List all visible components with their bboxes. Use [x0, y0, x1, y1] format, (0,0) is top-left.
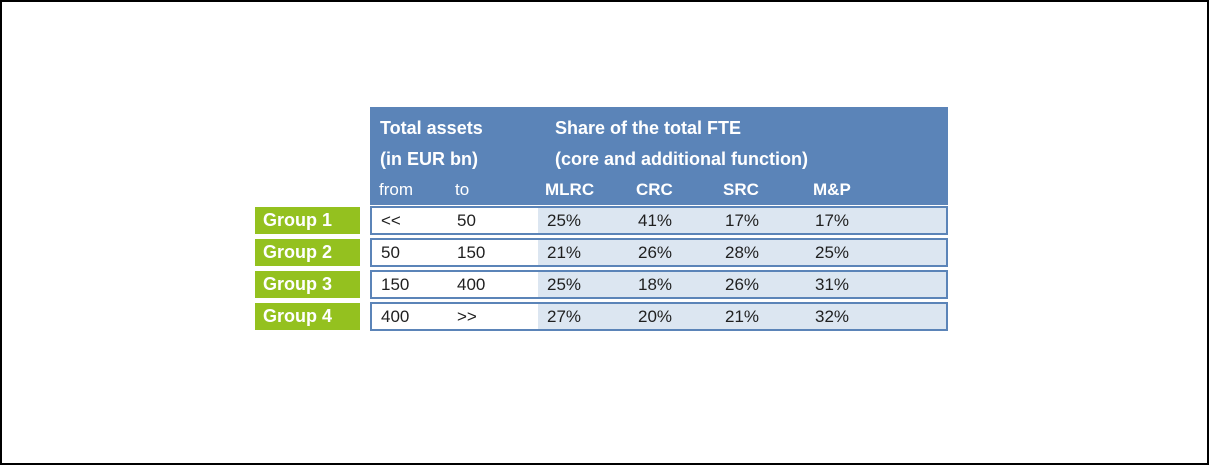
table-row: Group 3 150 400 25% 18% 26% 31% — [255, 270, 948, 299]
table-header-row: Total assets (in EUR bn) Share of the to… — [255, 107, 948, 205]
column-header-crc: CRC — [636, 180, 673, 199]
row-label-group-1: Group 1 — [255, 207, 360, 234]
cell-mp: 17% — [806, 208, 946, 233]
cell-mlrc: 27% — [538, 304, 629, 329]
table-row: Group 2 50 150 21% 26% 28% 25% — [255, 238, 948, 267]
assets-header-group: Total assets (in EUR bn) — [370, 113, 547, 175]
column-header-from: from — [379, 180, 413, 199]
row-cells: << 50 25% 41% 17% 17% — [370, 206, 948, 235]
fte-header-title: Share of the total FTE — [555, 118, 742, 138]
column-header-mp: M&P — [813, 180, 851, 199]
column-header-mlrc: MLRC — [545, 180, 595, 199]
fte-share-table: Total assets (in EUR bn) Share of the to… — [255, 107, 948, 331]
column-headers-row: from to MLRC CRC SRC M&P — [370, 175, 948, 205]
cell-src: 28% — [716, 240, 806, 265]
cell-crc: 26% — [629, 240, 716, 265]
cell-src: 26% — [716, 272, 806, 297]
label-column-spacer — [255, 107, 370, 205]
cell-crc: 18% — [629, 272, 716, 297]
cell-mlrc: 25% — [538, 272, 629, 297]
cell-to: >> — [448, 304, 538, 329]
cell-mlrc: 25% — [538, 208, 629, 233]
row-cells: 50 150 21% 26% 28% 25% — [370, 238, 948, 267]
cell-from: 150 — [372, 272, 448, 297]
cell-mp: 25% — [806, 240, 946, 265]
header-titles: Total assets (in EUR bn) Share of the to… — [370, 113, 948, 175]
column-header-to: to — [455, 180, 470, 199]
cell-from: << — [372, 208, 448, 233]
fte-header-subtitle: (core and additional function) — [555, 149, 808, 169]
assets-header-subtitle: (in EUR bn) — [380, 149, 478, 169]
cell-from: 400 — [372, 304, 448, 329]
column-header-src: SRC — [723, 180, 759, 199]
cell-to: 150 — [448, 240, 538, 265]
cell-mp: 32% — [806, 304, 946, 329]
cell-from: 50 — [372, 240, 448, 265]
cell-to: 50 — [448, 208, 538, 233]
row-cells: 400 >> 27% 20% 21% 32% — [370, 302, 948, 331]
cell-src: 17% — [716, 208, 806, 233]
row-label-group-3: Group 3 — [255, 271, 360, 298]
cell-crc: 20% — [629, 304, 716, 329]
cell-src: 21% — [716, 304, 806, 329]
table-row: Group 1 << 50 25% 41% 17% 17% — [255, 206, 948, 235]
row-label-group-2: Group 2 — [255, 239, 360, 266]
assets-header-title: Total assets — [380, 118, 483, 138]
cell-mlrc: 21% — [538, 240, 629, 265]
cell-mp: 31% — [806, 272, 946, 297]
table-header: Total assets (in EUR bn) Share of the to… — [370, 107, 948, 205]
cell-to: 400 — [448, 272, 538, 297]
table-row: Group 4 400 >> 27% 20% 21% 32% — [255, 302, 948, 331]
row-label-group-4: Group 4 — [255, 303, 360, 330]
row-cells: 150 400 25% 18% 26% 31% — [370, 270, 948, 299]
cell-crc: 41% — [629, 208, 716, 233]
fte-header-group: Share of the total FTE (core and additio… — [547, 113, 948, 175]
